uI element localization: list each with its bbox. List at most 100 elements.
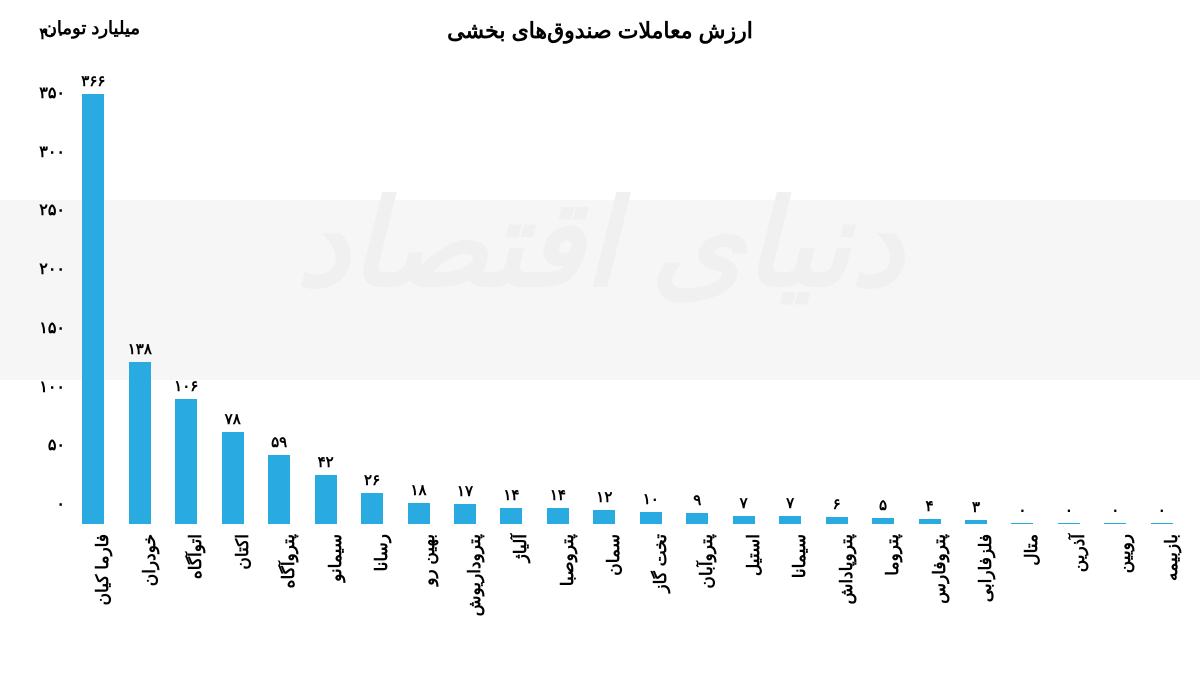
x-tick-label: سیمانا — [767, 528, 813, 688]
x-tick-label: آلیاژ — [488, 528, 534, 688]
bar — [129, 362, 151, 524]
x-tick-label: تخت گاز — [628, 528, 674, 688]
bar — [500, 508, 522, 524]
bar-value-label: ۱۰۶ — [174, 377, 198, 395]
bar-group: ۳۶۶ — [70, 54, 116, 524]
bar — [686, 513, 708, 524]
bar — [175, 399, 197, 524]
bar-value-label: ۶ — [833, 495, 841, 513]
bar — [919, 519, 941, 524]
x-tick-label: پتروفارس — [906, 528, 952, 688]
bar-group: ۱۰۶ — [163, 54, 209, 524]
bar-group: ۵ — [860, 54, 906, 524]
bar-group: ۱۴ — [535, 54, 581, 524]
bar — [408, 503, 430, 524]
x-tick-label: پتروآگاه — [256, 528, 302, 688]
bar — [1151, 523, 1173, 524]
bar-group: ۴۲ — [302, 54, 348, 524]
y-tick: ۱۵۰ — [10, 318, 65, 338]
x-tick-label: اتوآگاه — [163, 528, 209, 688]
x-tick-label: بهین رو — [395, 528, 441, 688]
bar-value-label: ۷ — [786, 494, 794, 512]
bar-value-label: ۱۰ — [643, 490, 659, 508]
bar-value-label: ۱۲ — [596, 488, 612, 506]
bar — [593, 510, 615, 524]
bar — [965, 520, 987, 524]
bar-group: ۱۸ — [395, 54, 441, 524]
bar-value-label: ۱۳۸ — [128, 340, 152, 358]
bar-group: ۰ — [1046, 54, 1092, 524]
y-tick: ۲۵۰ — [10, 200, 65, 220]
bar-group: ۴ — [906, 54, 952, 524]
x-tick-label: رسانا — [349, 528, 395, 688]
bar-group: ۹ — [674, 54, 720, 524]
bar — [733, 516, 755, 524]
bar-value-label: ۳۶۶ — [81, 72, 105, 90]
bar-value-label: ۱۷ — [457, 482, 473, 500]
x-tick-label: سمان — [581, 528, 627, 688]
y-tick: ۰ — [10, 494, 65, 514]
bar-value-label: ۵ — [879, 496, 887, 514]
bar — [315, 475, 337, 524]
x-axis-labels: فارما کیانخودراناتوآگاهاکتانپتروآگاهسیما… — [70, 528, 1185, 688]
bar-value-label: ۱۸ — [410, 481, 426, 499]
bar-value-label: ۰ — [1111, 501, 1119, 519]
bar-value-label: ۹ — [693, 491, 701, 509]
bar-group: ۲۶ — [349, 54, 395, 524]
x-tick-label: آذرین — [1046, 528, 1092, 688]
bar-value-label: ۴ — [925, 497, 933, 515]
bar-group: ۷ — [767, 54, 813, 524]
bar-group: ۷۸ — [209, 54, 255, 524]
bar-value-label: ۴۲ — [318, 453, 334, 471]
bar-value-label: ۰ — [1065, 501, 1073, 519]
bar — [361, 493, 383, 524]
bar — [268, 455, 290, 524]
x-tick-label: بازبیمه — [1139, 528, 1185, 688]
y-tick: ۳۰۰ — [10, 142, 65, 162]
bar-group: ۰ — [1139, 54, 1185, 524]
x-tick-label: سیمانو — [302, 528, 348, 688]
bar — [222, 432, 244, 524]
bar-value-label: ۱۴ — [550, 486, 566, 504]
bar-group: ۰ — [999, 54, 1045, 524]
bar-value-label: ۱۴ — [503, 486, 519, 504]
bar-group: ۳ — [953, 54, 999, 524]
bar — [1104, 523, 1126, 524]
y-axis-ticks: ۰۵۰۱۰۰۱۵۰۲۰۰۲۵۰۳۰۰۳۵۰۴۰۰ — [10, 54, 65, 524]
x-tick-label: پتروما — [860, 528, 906, 688]
x-tick-label: فارما کیان — [70, 528, 116, 688]
y-tick: ۳۵۰ — [10, 83, 65, 103]
y-tick: ۴۰۰ — [10, 24, 65, 44]
bar — [82, 94, 104, 524]
bar-group: ۱۳۸ — [117, 54, 163, 524]
bar — [640, 512, 662, 524]
bars-container: ۳۶۶ ۱۳۸ ۱۰۶ ۷۸۵۹ ۴۲ ۲۶ ۱۸ ۱۷ ۱۴ ۱۴ ۱۲ ۱۰ ۹ ۷ ۷ ۶ ۵ ۴ ۳ ۰ ۰ ۰ ۰ — [70, 54, 1185, 524]
bar — [826, 517, 848, 524]
bar-value-label: ۳ — [972, 498, 980, 516]
y-tick: ۵۰ — [10, 435, 65, 455]
x-tick-label: خودران — [117, 528, 163, 688]
bar-group: ۱۲ — [581, 54, 627, 524]
bar — [1011, 523, 1033, 524]
x-tick-label: استیل — [720, 528, 766, 688]
bar-group: ۰ — [1092, 54, 1138, 524]
x-tick-label: اکتان — [209, 528, 255, 688]
bar — [779, 516, 801, 524]
x-tick-label: پتروصبا — [535, 528, 581, 688]
y-tick: ۱۰۰ — [10, 377, 65, 397]
bar-group: ۱۷ — [442, 54, 488, 524]
plot-area: ۳۶۶ ۱۳۸ ۱۰۶ ۷۸۵۹ ۴۲ ۲۶ ۱۸ ۱۷ ۱۴ ۱۴ ۱۲ ۱۰ ۹ ۷ ۷ ۶ ۵ ۴ ۳ ۰ ۰ ۰ ۰ — [70, 54, 1200, 524]
x-tick-label: متال — [999, 528, 1045, 688]
bar-value-label: ۲۶ — [364, 471, 380, 489]
x-tick-label: پتروداریوش — [442, 528, 488, 688]
bar-group: ۵۹ — [256, 54, 302, 524]
bar-group: ۱۴ — [488, 54, 534, 524]
x-tick-label: پتروپاداش — [813, 528, 859, 688]
bar-group: ۷ — [720, 54, 766, 524]
x-tick-label: پتروآبان — [674, 528, 720, 688]
x-tick-label: فلزفارابی — [953, 528, 999, 688]
bar — [454, 504, 476, 524]
x-tick-label: رویین — [1092, 528, 1138, 688]
bar-value-label: ۰ — [1158, 501, 1166, 519]
bar — [1058, 523, 1080, 524]
